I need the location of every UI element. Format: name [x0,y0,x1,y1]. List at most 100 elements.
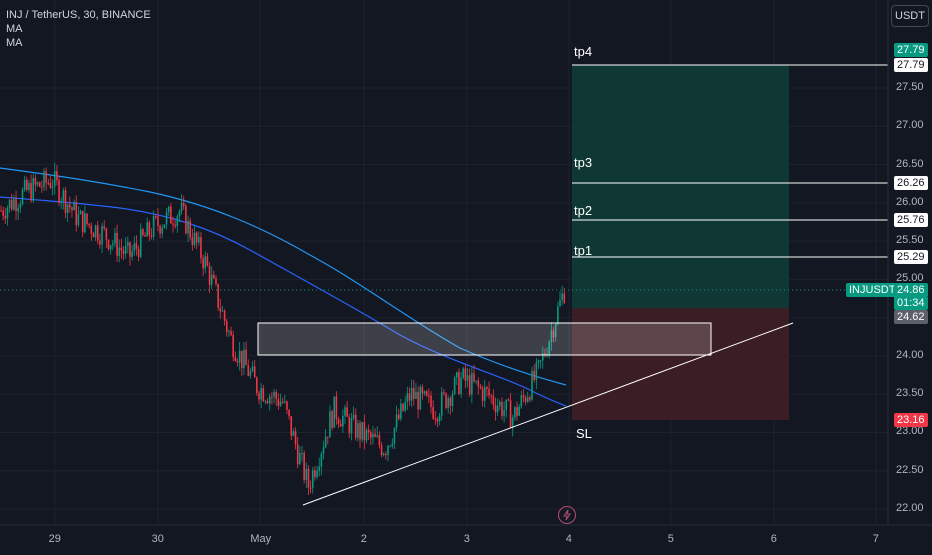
time-tick-label: 30 [151,533,164,545]
candle-body [296,444,299,465]
candle-body [402,403,404,411]
stop-tag: 23.16 [894,413,928,427]
candle-body [460,377,462,394]
candle-body [305,468,308,480]
candle-body [331,411,333,428]
candle-body [294,431,297,445]
candle-body [333,396,336,428]
candle-body [550,330,553,342]
candle-body [374,433,376,437]
candle-body [56,171,58,181]
candle-body [483,386,486,401]
candle-body [503,409,505,416]
candle-body [4,215,7,219]
candle-body [202,258,204,269]
candle-body [511,417,514,428]
candle-body [546,355,548,357]
candle-body [112,243,114,246]
price-tick-label: 25.50 [896,234,924,247]
candle-body [66,204,69,213]
candle-body [406,393,409,402]
candle-body [361,422,363,440]
candle-body [516,407,518,416]
candle-body [258,392,260,400]
candle-body [447,397,449,408]
candle-body [232,335,234,358]
candle-body [376,435,379,437]
candle-body [187,220,189,234]
candle-body [309,487,312,489]
candle-body [413,388,415,399]
loss-zone [572,308,789,420]
candle-body [146,222,148,237]
candle-body [51,186,54,188]
candle-body [501,401,503,416]
candle-body [271,396,273,398]
candle-body [176,216,179,227]
candle-body [436,418,439,422]
candle-body [251,366,254,372]
candle-body [114,232,116,244]
candle-body [200,236,202,259]
candle-body [432,407,434,419]
candle-body [378,435,381,446]
candle-body [167,206,170,213]
candle-body [365,429,368,441]
candle-body [210,274,213,285]
candle-body [221,310,224,312]
currency-button[interactable]: USDT [891,5,929,27]
candle-body [329,411,331,438]
candle-body [84,213,86,233]
candle-body [36,182,39,185]
candle-body [131,251,133,257]
candle-body [286,401,288,410]
price-tick-label: 22.00 [896,502,924,514]
candle-body [230,331,232,336]
candle-body [198,236,200,243]
candle-body [563,293,566,303]
candle-body [301,452,303,454]
candle-body [382,453,385,456]
candle-body [90,225,93,234]
candle-body [496,405,499,413]
candle-body [19,204,22,208]
candle-body [245,349,247,366]
time-tick-label: 29 [48,533,61,545]
candle-body [215,278,217,285]
candle-body [318,466,320,471]
candle-body [486,386,488,389]
tp1-tag: 25.29 [894,250,928,264]
candle-body [509,400,512,428]
candle-body [234,357,237,361]
symbol-title[interactable]: INJ / TetherUS, 30, BINANCE [6,9,151,21]
candle-body [71,207,73,211]
candle-body [2,210,4,216]
candle-body [88,223,90,226]
candle-body [26,179,28,190]
candle-body [339,423,342,427]
candle-body [299,453,301,465]
time-tick-label: 6 [770,533,777,545]
candle-body [539,360,542,362]
indicator-ma-2[interactable]: MA [6,37,23,49]
candle-body [408,393,411,401]
indicator-ma-1[interactable]: MA [6,23,23,35]
candle-body [273,392,275,397]
candle-body [354,414,357,438]
lightning-icon[interactable] [558,506,576,524]
candle-body [303,452,305,480]
candle-body [520,395,523,407]
candle-body [6,208,9,219]
chart-legend[interactable]: INJ / TetherUS, 30, BINANCE MA MA [6,8,151,50]
candle-body [81,210,84,233]
candle-body [475,380,477,382]
candle-body [337,419,340,424]
candle-body [346,407,348,417]
candle-body [458,372,460,394]
candle-body [335,396,338,420]
candle-body [34,178,37,185]
candle-body [397,414,400,420]
candle-body [387,445,389,456]
